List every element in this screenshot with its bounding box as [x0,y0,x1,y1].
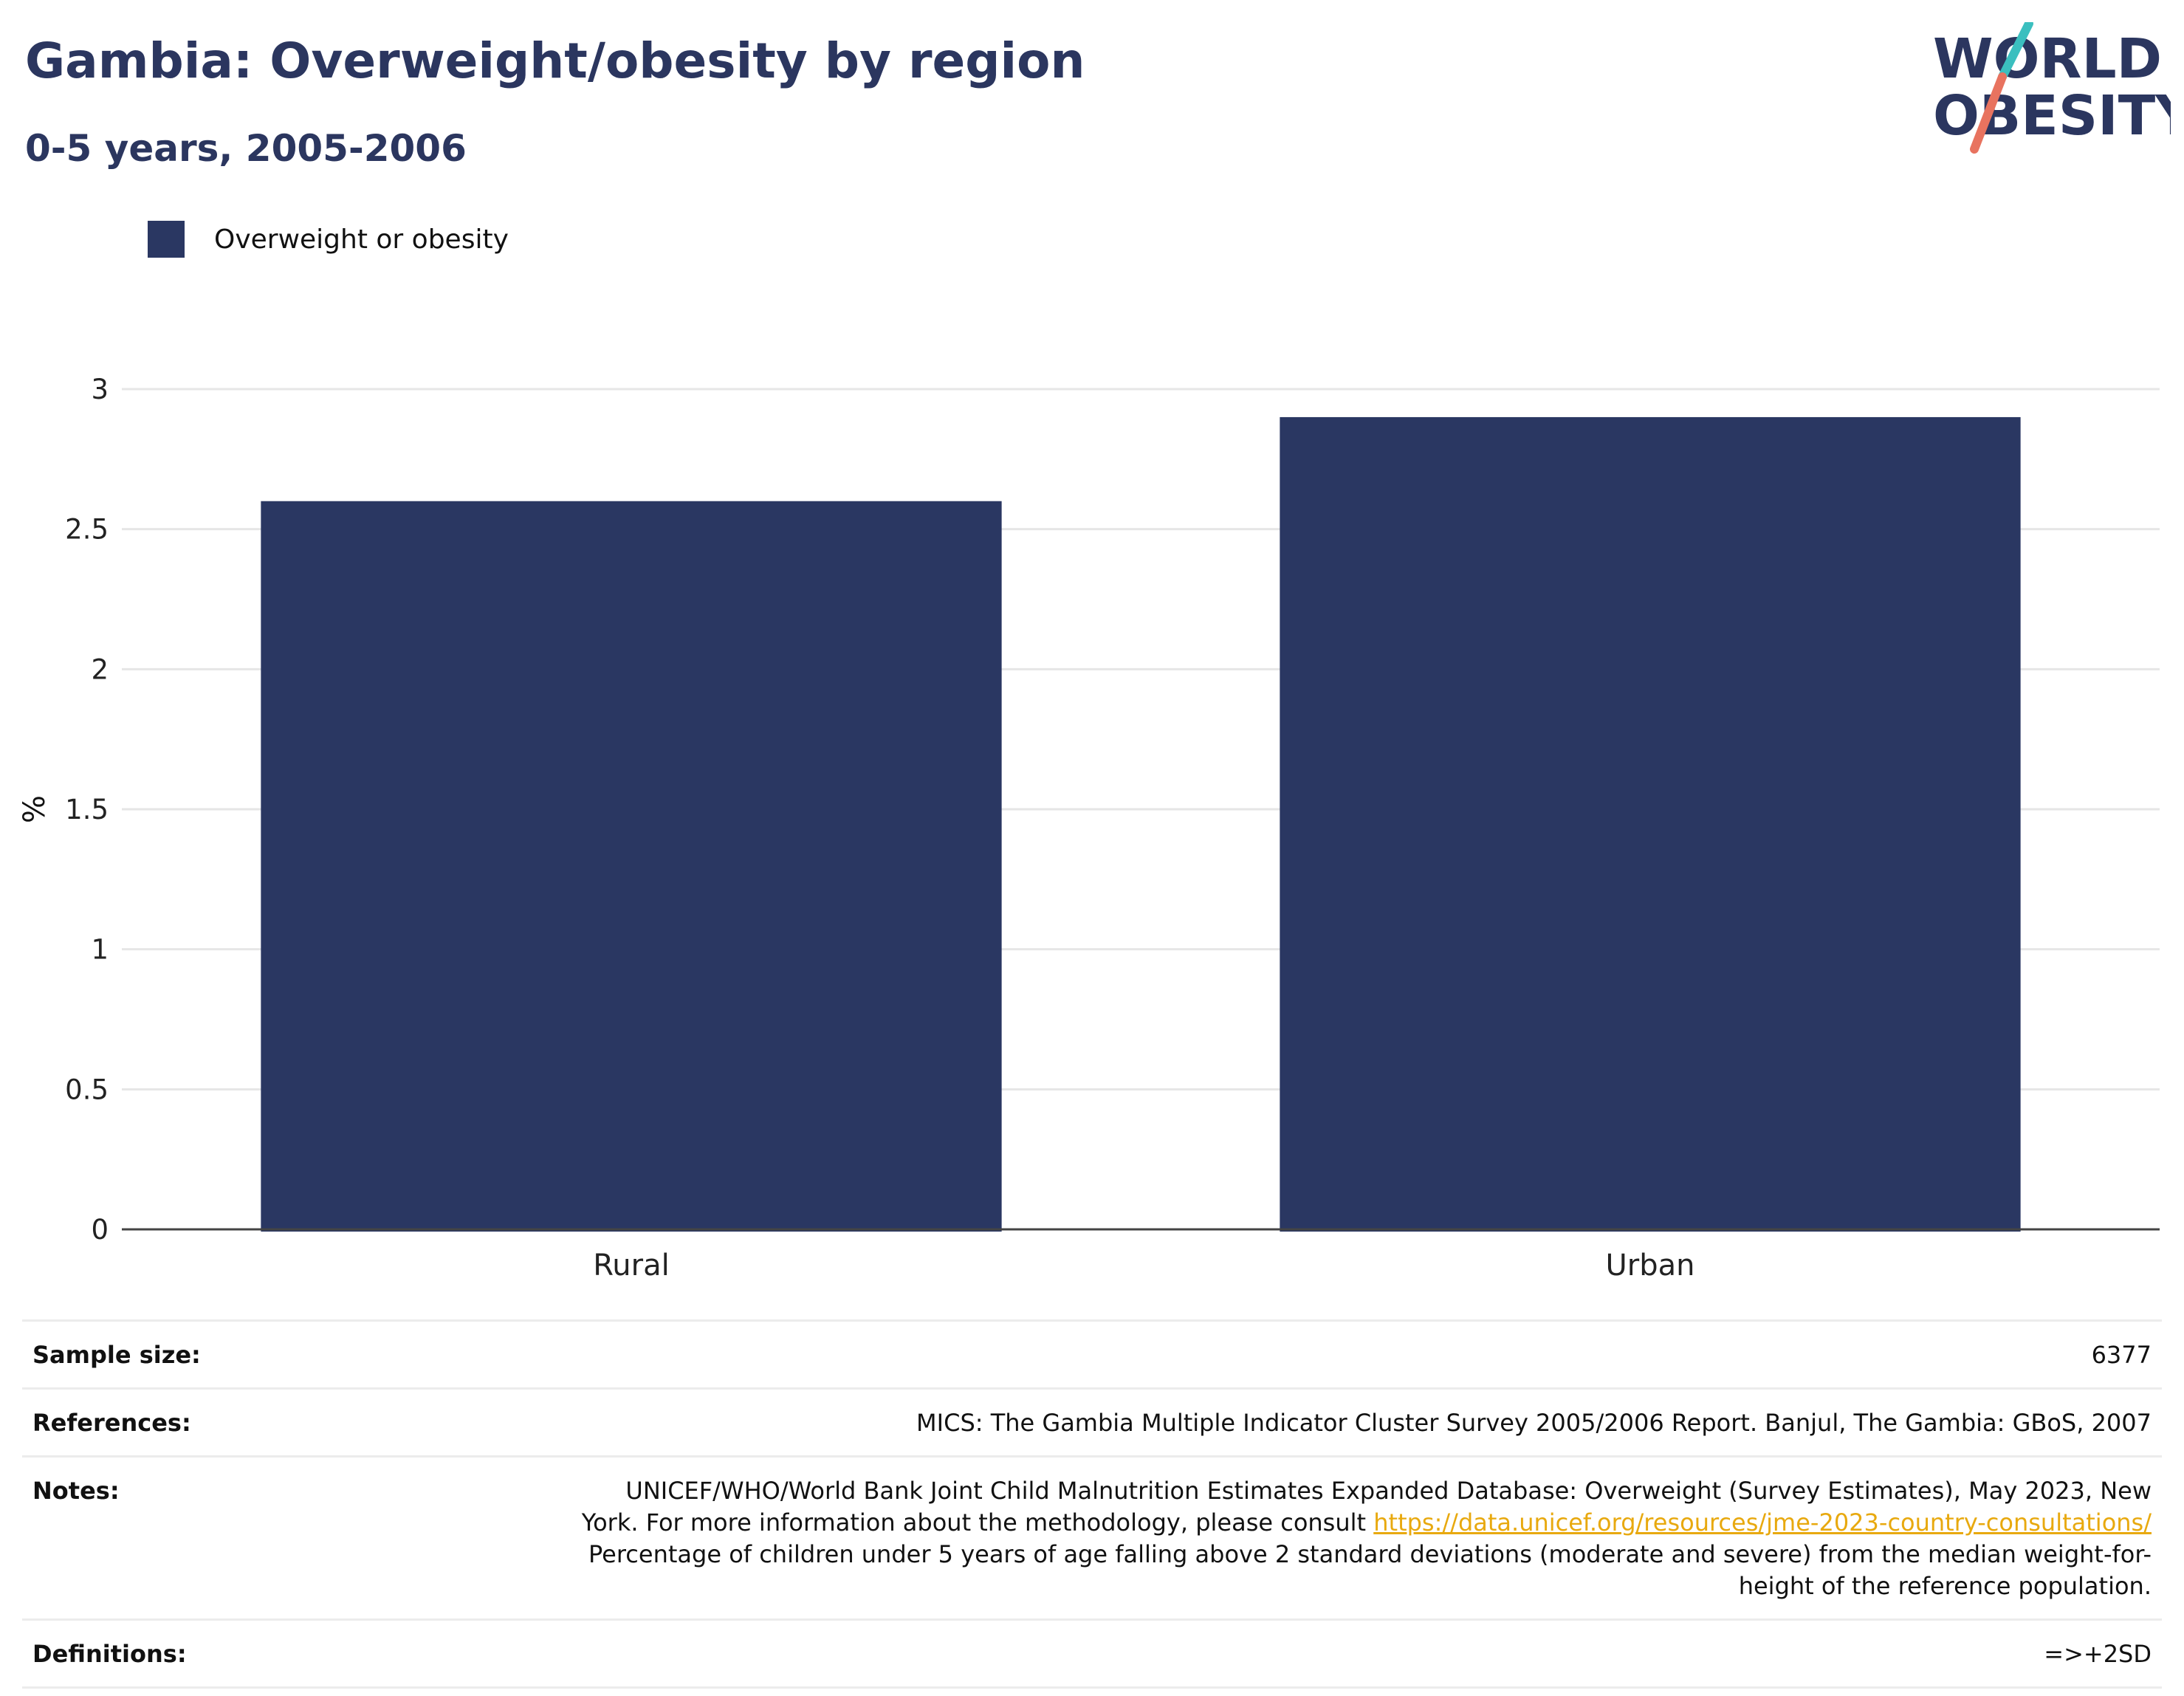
notes-value: UNICEF/WHO/World Bank Joint Child Malnut… [582,1475,2152,1602]
logo-line1: WORLD [1933,27,2162,91]
logo-slash-bottom [1970,72,2007,154]
y-tick-label: 1 [91,934,109,966]
references-label: References: [32,1409,191,1437]
notes-line4: height of the reference population. [1738,1572,2152,1600]
references-row: References: MICS: The Gambia Multiple In… [22,1387,2162,1455]
definitions-value: =>+2SD [2044,1640,2152,1668]
y-tick-label: 0.5 [65,1074,109,1105]
notes-line3: Percentage of children under 5 years of … [588,1540,2152,1568]
y-axis-ticks: 0 0.5 1 1.5 2 2.5 3 [65,374,109,1246]
x-category-label: Rural [593,1249,669,1283]
notes-line2-text: York. For more information about the met… [581,1508,1374,1537]
definitions-label: Definitions: [32,1640,187,1668]
x-category-label: Urban [1606,1249,1695,1283]
bars [261,416,2021,1232]
y-axis-label: % [18,795,52,823]
sample-size-value: 6377 [2091,1341,2152,1369]
notes-line2: York. For more information about the met… [582,1507,2152,1539]
x-axis-categories: Rural Urban [593,1249,1694,1283]
chart-title: Gambia: Overweight/obesity by region [25,32,1085,89]
chart-subtitle: 0-5 years, 2005-2006 [25,127,467,170]
legend-swatch [148,221,185,258]
y-tick-label: 0 [91,1214,109,1246]
logo-slash-top [1998,22,2033,81]
methodology-link[interactable]: https://data.unicef.org/resources/jme-20… [1373,1508,2152,1537]
bar-rural [261,501,1002,1232]
y-tick-label: 2.5 [65,514,109,546]
references-value: MICS: The Gambia Multiple Indicator Clus… [916,1409,2152,1437]
info-table: Sample size: 6377 References: MICS: The … [22,1319,2162,1689]
notes-row: Notes: UNICEF/WHO/World Bank Joint Child… [22,1455,2162,1618]
y-tick-label: 1.5 [65,794,109,825]
y-tick-label: 2 [91,653,109,685]
legend-label: Overweight or obesity [214,224,509,255]
y-tick-label: 3 [91,374,109,405]
logo-line2: OBESITY [1933,84,2171,148]
definitions-row: Definitions: =>+2SD [22,1618,2162,1689]
notes-label: Notes: [32,1477,120,1505]
notes-line1: UNICEF/WHO/World Bank Joint Child Malnut… [625,1477,2152,1505]
legend: Overweight or obesity [148,220,509,258]
bar-chart: 0 0.5 1 1.5 2 2.5 3 Rural Urban % [18,374,2160,1283]
bar-urban [1280,416,2021,1232]
sample-size-label: Sample size: [32,1341,201,1369]
world-obesity-logo: WORLD OBESITY [1933,22,2171,154]
sample-size-row: Sample size: 6377 [22,1319,2162,1387]
